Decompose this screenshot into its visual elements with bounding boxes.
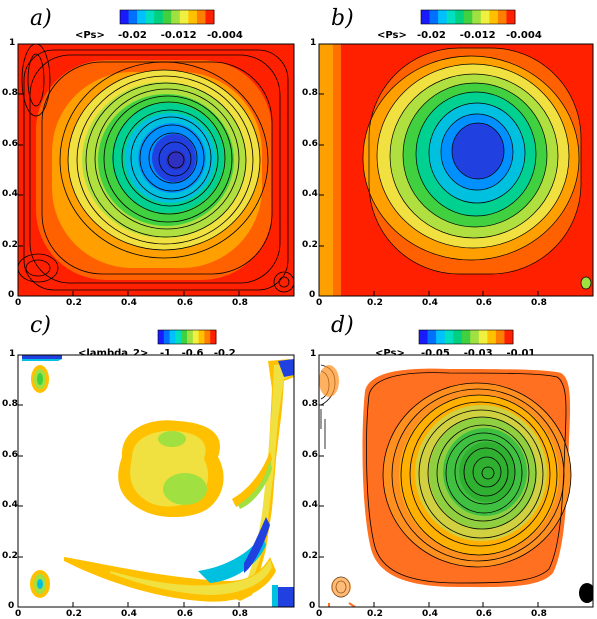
panel-b: b) <Ps> -0.02 -0.012 -0.004 (299, 0, 597, 309)
y-tick: 0.4 (2, 189, 18, 199)
y-tick: 0 (8, 601, 15, 611)
x-tick: 0.8 (232, 609, 248, 619)
panel-c: c) <lambda_2> -1 -0.6 -0.2 (0, 309, 298, 619)
y-tick: 0.2 (302, 551, 318, 561)
y-tick: 0 (309, 601, 316, 611)
y-tick: 0.2 (2, 240, 18, 250)
contour-plot-d (318, 354, 594, 608)
panel-label-a: a) (30, 6, 52, 31)
y-tick: 0 (8, 290, 15, 300)
colorbar-title-d: <Ps> (375, 348, 405, 359)
colorbar-tick: -0.012 (160, 30, 197, 41)
colorbar-ticks-a: -0.02 -0.012 -0.004 (118, 30, 243, 41)
panel-label-d: d) (331, 313, 354, 338)
colorbar-tick: -0.004 (506, 30, 542, 41)
y-tick: 0.8 (2, 399, 18, 409)
y-tick: 0.8 (302, 88, 318, 98)
y-tick: 0.6 (302, 139, 318, 149)
x-tick: 0.6 (177, 298, 193, 308)
x-tick: 0.2 (66, 298, 82, 308)
lambda2-plot-c (17, 354, 295, 608)
x-tick: 0.4 (422, 298, 438, 308)
x-tick: 0 (15, 609, 22, 619)
y-tick: 0.4 (302, 189, 318, 199)
panel-label-b: b) (331, 6, 354, 31)
x-tick: 0 (316, 609, 323, 619)
panel-a: a) <Ps> -0.02 -0.012 -0.004 (0, 0, 298, 309)
panel-d: d) <Ps> -0.05 -0.03 -0.01 (299, 309, 597, 619)
x-tick: 0.4 (121, 298, 137, 308)
colorbar-tick: -0.6 (181, 348, 204, 359)
colorbar-tick: -0.02 (417, 30, 446, 41)
colorbar-tick: -0.2 (213, 348, 236, 359)
x-tick: 0.8 (531, 298, 547, 308)
x-tick: 0.2 (367, 298, 383, 308)
x-tick: 0.4 (422, 609, 438, 619)
y-tick: 1 (310, 38, 317, 48)
y-tick: 0.6 (2, 450, 18, 460)
colorbar-title-b: <Ps> (377, 30, 407, 41)
colorbar-tick: -0.03 (463, 348, 493, 359)
colorbar-title-c: <lambda_2> (78, 348, 149, 359)
colorbar-tick: -0.01 (506, 348, 536, 359)
y-tick: 1 (310, 349, 317, 359)
colorbar-ticks-d: -0.05 -0.03 -0.01 (421, 348, 535, 359)
y-tick: 0.2 (2, 551, 18, 561)
x-tick: 0.8 (232, 298, 248, 308)
y-tick: 1 (9, 349, 16, 359)
y-tick: 0.4 (302, 500, 318, 510)
y-tick: 1 (9, 38, 16, 48)
x-tick: 0.6 (476, 609, 492, 619)
x-tick: 0.6 (177, 609, 193, 619)
contour-plot-b (318, 43, 594, 297)
y-tick: 0.4 (2, 500, 18, 510)
colorbar-tick: -0.012 (459, 30, 496, 41)
colorbar-ticks-c: -1 -0.6 -0.2 (160, 348, 236, 359)
x-tick: 0.2 (66, 609, 82, 619)
colorbar-tick: -1 (160, 348, 172, 359)
x-tick: 0.2 (367, 609, 383, 619)
colorbar-tick: -0.004 (207, 30, 243, 41)
y-tick: 0.8 (302, 399, 318, 409)
x-tick: 0 (15, 298, 22, 308)
x-tick: 0.4 (121, 609, 137, 619)
x-tick: 0.8 (531, 609, 547, 619)
x-tick: 0 (316, 298, 323, 308)
contour-plot-a (17, 43, 295, 297)
colorbar-tick: -0.02 (118, 30, 147, 41)
x-tick: 0.6 (476, 298, 492, 308)
y-tick: 0.6 (2, 139, 18, 149)
y-tick: 0 (309, 290, 316, 300)
colorbar-title-a: <Ps> (75, 30, 105, 41)
colorbar-tick: -0.05 (421, 348, 450, 359)
y-tick: 0.8 (2, 88, 18, 98)
y-tick: 0.2 (302, 240, 318, 250)
y-tick: 0.6 (302, 450, 318, 460)
panel-label-c: c) (30, 313, 51, 338)
colorbar-ticks-b: -0.02 -0.012 -0.004 (417, 30, 542, 41)
